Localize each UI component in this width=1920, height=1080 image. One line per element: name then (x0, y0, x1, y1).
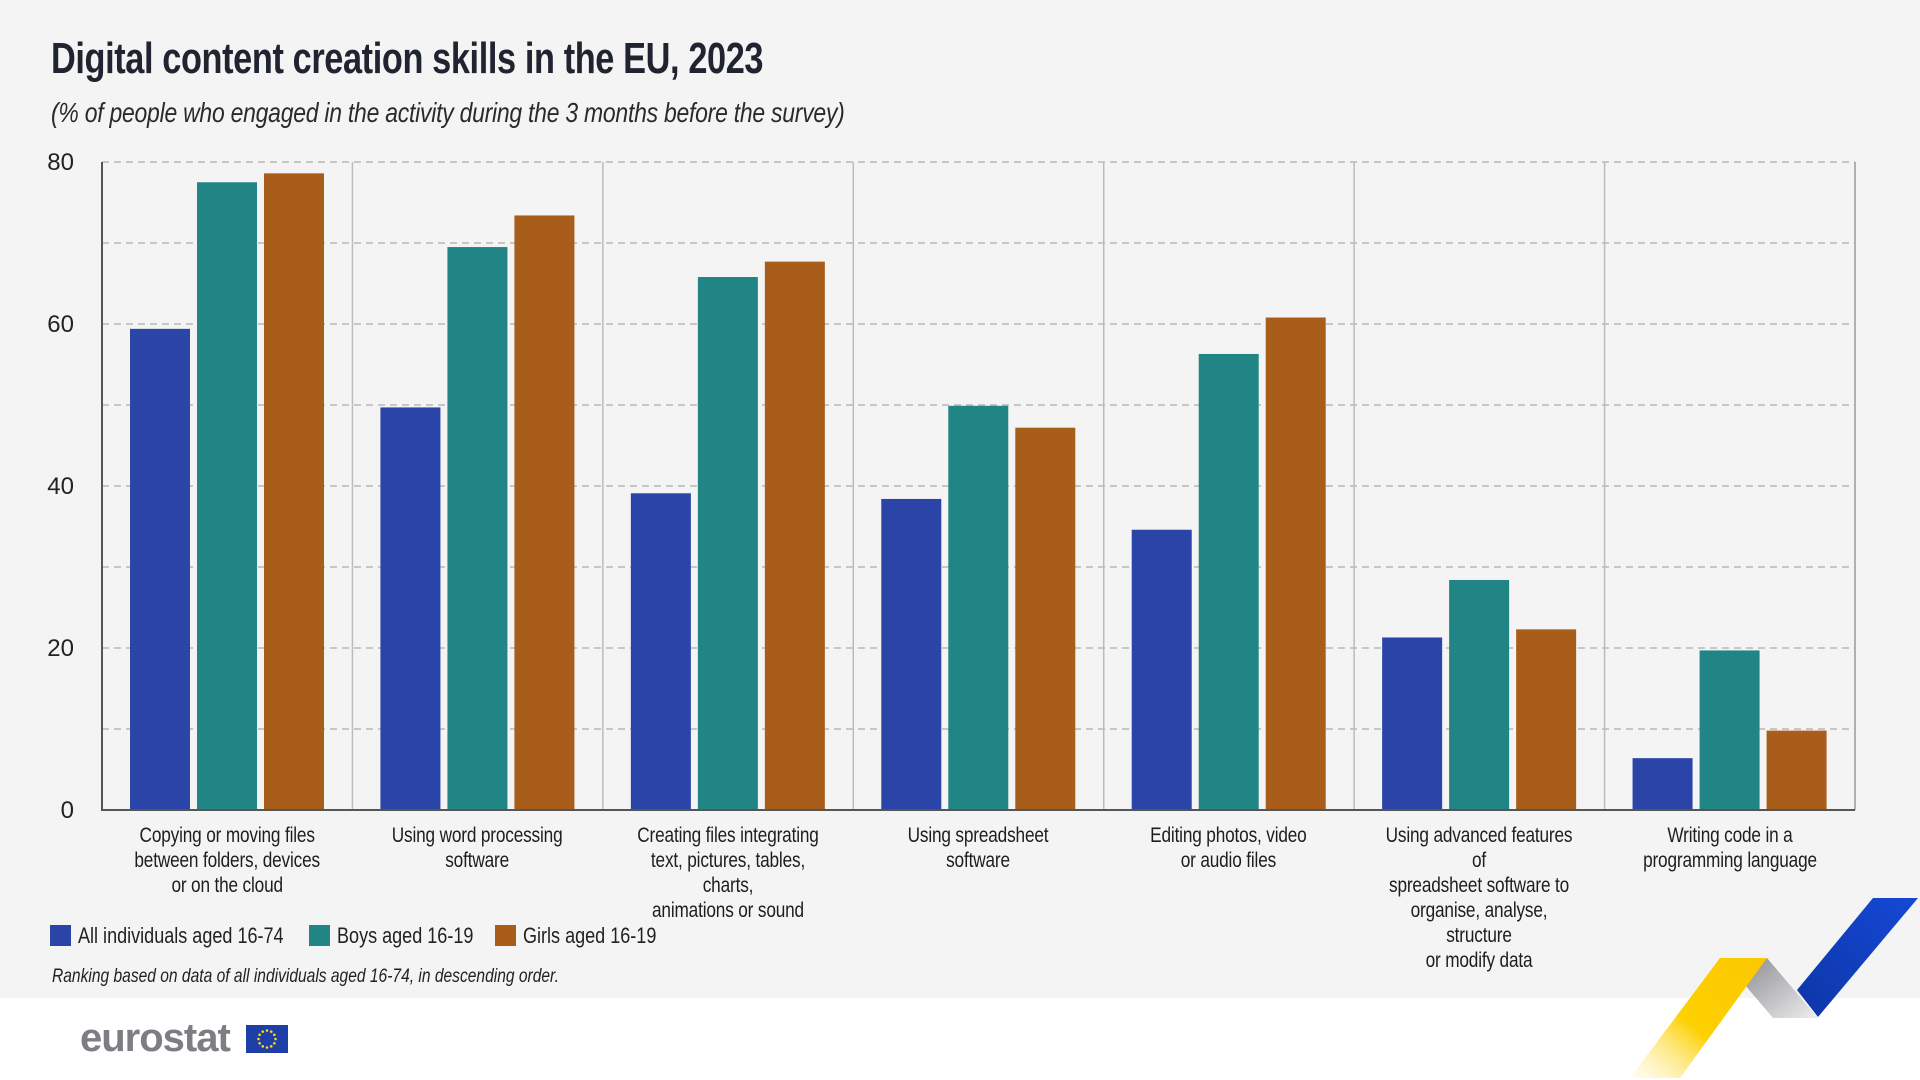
legend-label: Boys aged 16-19 (337, 923, 474, 948)
legend-swatch (50, 925, 71, 946)
bar-all-2 (380, 407, 441, 810)
eu-stars-icon (257, 1029, 277, 1049)
eu-star-icon (265, 1029, 269, 1032)
eu-flag-icon (246, 1025, 288, 1053)
y-tick-label: 40 (47, 473, 74, 500)
bar-boys-2 (447, 247, 508, 811)
bar-boys-7 (1699, 650, 1760, 810)
legend-label: All individuals aged 16-74 (78, 923, 284, 948)
bar-boys-3 (697, 277, 758, 810)
chart-title-text: Digital content creation skills in the E… (51, 34, 764, 83)
chart-subtitle: (% of people who engaged in the activity… (51, 97, 1019, 129)
bar-girls-6 (1516, 629, 1577, 810)
bar-all-5 (1131, 529, 1192, 810)
footnote-text: Ranking based on data of all individuals… (52, 966, 559, 987)
logo-text: eurostat (80, 1016, 231, 1060)
eu-star-icon (273, 1041, 276, 1045)
x-category-label-text: Using advanced features of spreadsheet s… (1385, 824, 1573, 972)
x-category-label: Creating files integrating text, picture… (603, 823, 853, 923)
bar-all-3 (630, 493, 691, 810)
legend-label: Girls aged 16-19 (523, 923, 657, 948)
eu-star-icon (257, 1037, 260, 1041)
y-tick-label: 60 (47, 311, 74, 338)
x-category-label-text: Using spreadsheet software (907, 824, 1049, 872)
y-tick-label: 0 (61, 797, 74, 824)
legend-swatch (495, 925, 516, 946)
bar-girls-2 (514, 215, 575, 810)
eu-star-icon (269, 1030, 273, 1033)
footnote: Ranking based on data of all individuals… (52, 966, 670, 988)
x-category-label: Editing photos, video or audio files (1104, 823, 1354, 873)
x-category-label-text: Copying or moving files between folders,… (134, 824, 320, 897)
x-category-label-text: Using word processing software (392, 824, 563, 872)
bar-girls-1 (264, 173, 324, 811)
bar-all-4 (881, 498, 942, 810)
bar-all-7 (1632, 758, 1693, 810)
axes (101, 162, 1855, 811)
bar-boys-1 (197, 182, 257, 810)
x-category-label-text: Writing code in a programming language (1642, 824, 1817, 872)
bar-girls-7 (1766, 730, 1827, 810)
x-category-label-text: Creating files integrating text, picture… (637, 824, 819, 922)
x-category-label-text: Editing photos, video or audio files (1150, 824, 1307, 872)
y-tick-labels: 0 20 40 60 80 (47, 149, 74, 824)
eu-star-icon (265, 1046, 269, 1049)
y-tick-label: 80 (47, 149, 74, 176)
bar-girls-4 (1015, 427, 1076, 810)
bar-boys-6 (1449, 579, 1510, 810)
bars (130, 173, 1827, 811)
eu-star-icon (261, 1030, 265, 1033)
bar-boys-4 (948, 405, 1009, 810)
bar-all-6 (1382, 637, 1443, 810)
chart-title: Digital content creation skills in the E… (51, 34, 964, 84)
eu-star-icon (269, 1045, 273, 1048)
x-category-label: Using word processing software (352, 823, 602, 873)
x-category-label: Using advanced features of spreadsheet s… (1354, 823, 1604, 973)
bar-all-1 (130, 328, 190, 810)
y-tick-label: 20 (47, 635, 74, 662)
category-dividers (351, 162, 1856, 810)
eu-star-icon (258, 1033, 261, 1037)
x-category-label: Writing code in a programming language (1605, 823, 1855, 873)
eu-star-icon (274, 1037, 277, 1041)
legend-swatch (309, 925, 330, 946)
eu-star-icon (258, 1041, 261, 1045)
bar-girls-3 (764, 261, 825, 810)
chart-subtitle-text: (% of people who engaged in the activity… (51, 97, 845, 128)
x-category-label: Copying or moving files between folders,… (102, 823, 352, 898)
eu-star-icon (273, 1033, 276, 1037)
x-category-label: Using spreadsheet software (853, 823, 1103, 873)
bar-boys-5 (1198, 353, 1259, 810)
bar-girls-5 (1265, 317, 1326, 810)
eu-star-icon (261, 1045, 265, 1048)
